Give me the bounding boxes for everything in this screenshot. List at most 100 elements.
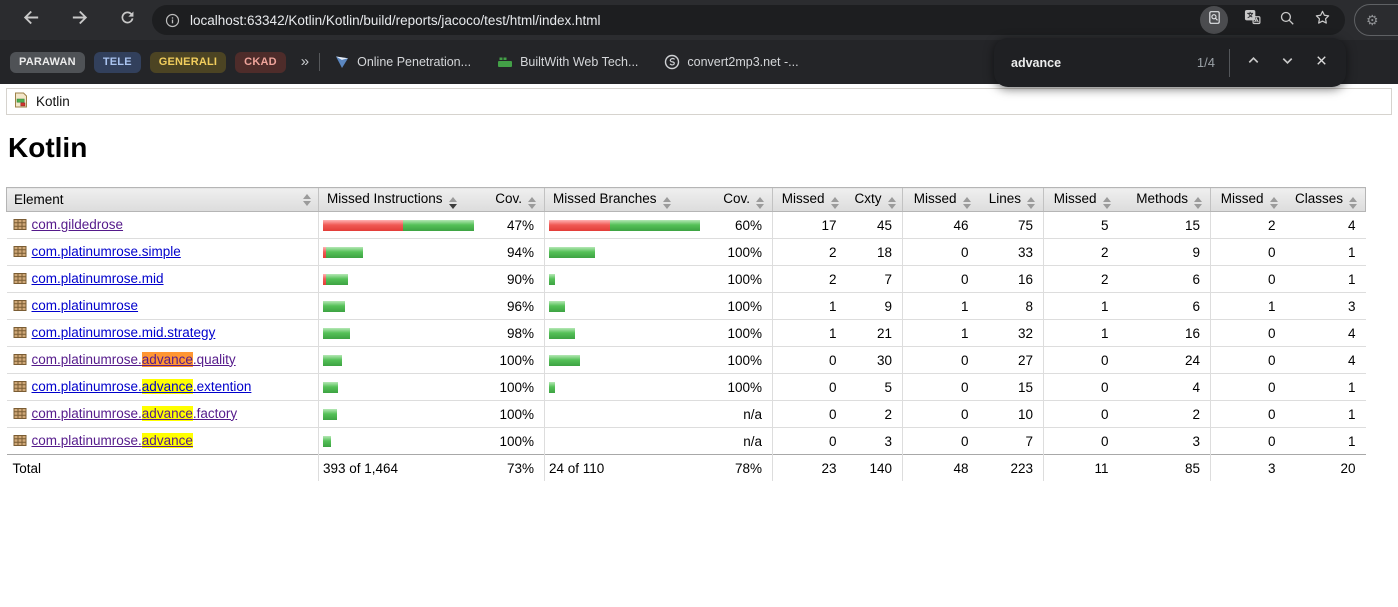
builtwith-blocks-icon (497, 54, 513, 70)
missed-classes-cell: 0 (1210, 373, 1286, 401)
package-link[interactable]: com.platinumrose.advance.extention (31, 378, 252, 394)
cxty-cell: 21 (846, 319, 903, 347)
info-icon[interactable] (165, 13, 180, 28)
covered-bar-segment (549, 382, 555, 394)
url-text[interactable]: localhost:63342/Kotlin/Kotlin/build/repo… (190, 12, 601, 28)
missed-lines-cell: 0 (902, 346, 979, 374)
classes-cell: 4 (1285, 319, 1366, 347)
covered-bar-segment (323, 355, 342, 367)
classes-cell: 4 (1285, 211, 1366, 239)
bookmark-item[interactable]: Online Penetration... (334, 54, 471, 70)
table-row: com.gildedrose 47% 60% 17 45 46 75 5 15 2 4 (6, 211, 1366, 239)
find-in-page-button[interactable] (1200, 6, 1228, 34)
package-link[interactable]: com.platinumrose.mid.strategy (31, 324, 216, 340)
column-header-label: Missed (913, 190, 957, 206)
column-header-cxty[interactable]: Cxty (846, 187, 903, 212)
tab-group-chip[interactable]: GENERALI (149, 51, 227, 73)
coverage-bar (549, 355, 580, 367)
column-header-missed[interactable]: Missed (1210, 187, 1286, 212)
sort-arrows-icon (303, 194, 311, 206)
coverage-bar (549, 220, 700, 232)
browser-toolbar: localhost:63342/Kotlin/Kotlin/build/repo… (0, 0, 1398, 40)
bookmark-item[interactable]: BuiltWith Web Tech... (497, 54, 638, 70)
forward-icon (70, 8, 89, 32)
column-header-methods[interactable]: Methods (1118, 187, 1211, 212)
missed-lines-cell: 0 (902, 238, 979, 266)
missed-classes-cell: 0 (1210, 265, 1286, 293)
coverage-bar (549, 382, 555, 394)
package-link[interactable]: com.platinumrose (31, 297, 139, 313)
bookmark-label: BuiltWith Web Tech... (520, 55, 639, 69)
covered-bar-segment (326, 274, 348, 286)
column-header-lines[interactable]: Lines (978, 187, 1044, 212)
sort-arrows-icon (1027, 196, 1035, 209)
reload-button[interactable] (116, 9, 138, 31)
column-header-label: Cxty (854, 190, 882, 206)
covered-bar-segment (549, 355, 580, 367)
package-icon (13, 245, 27, 261)
column-header-missed[interactable]: Missed (902, 187, 979, 212)
table-header-row: Element Missed Instructions Cov. Missed Bra… (6, 187, 1366, 212)
translate-button[interactable] (1241, 9, 1263, 31)
bookmark-star-button[interactable] (1311, 9, 1333, 31)
column-header-missed-instructions[interactable]: Missed Instructions (318, 187, 481, 212)
missed-methods-cell: 2 (1043, 265, 1119, 293)
package-link[interactable]: com.platinumrose.simple (31, 243, 181, 259)
methods-cell: 6 (1118, 292, 1211, 320)
element-cell: com.gildedrose (6, 211, 319, 239)
zoom-button[interactable] (1276, 9, 1298, 31)
package-link[interactable]: com.platinumrose.advance.factory (31, 405, 238, 421)
breadcrumb-label[interactable]: Kotlin (36, 94, 70, 109)
package-link[interactable]: com.platinumrose.advance (31, 432, 193, 448)
missed-cxty-cell: 1 (772, 292, 847, 320)
column-header-missed-branches[interactable]: Missed Branches (544, 187, 707, 212)
find-query-input[interactable]: advance (1011, 55, 1062, 70)
column-header-classes[interactable]: Classes (1285, 187, 1366, 212)
back-button[interactable] (20, 9, 42, 31)
sort-arrows-icon (528, 196, 536, 209)
bookmarks-overflow-chevron-icon[interactable]: » (300, 52, 310, 70)
column-header-missed[interactable]: Missed (1043, 187, 1119, 212)
element-cell: com.platinumrose.advance (7, 428, 319, 455)
cxty-cell: 7 (846, 265, 903, 293)
reload-icon (119, 9, 136, 31)
total-label: Total (6, 454, 319, 481)
package-link[interactable]: com.platinumrose.mid (31, 270, 164, 286)
find-bar[interactable]: advance 1/4 (994, 38, 1346, 87)
profile-button[interactable]: ⚙ (1354, 4, 1398, 36)
bookmark-item[interactable]: convert2mp3.net -... (664, 54, 799, 70)
find-previous-button[interactable] (1236, 46, 1270, 80)
missed-bar-segment (549, 220, 610, 232)
methods-cell: 16 (1118, 319, 1211, 347)
missed-instructions-cell (318, 427, 481, 455)
tab-group-chip[interactable]: TELE (93, 51, 141, 73)
find-close-button[interactable] (1304, 46, 1338, 80)
missed-cxty-cell: 0 (772, 400, 847, 428)
sort-arrows-icon (662, 196, 671, 209)
forward-button[interactable] (68, 9, 90, 31)
instruction-coverage-cell: 96% (480, 292, 545, 320)
column-header-label: Missed (1053, 190, 1097, 206)
column-header-label: Missed (781, 190, 825, 206)
sort-arrows-icon (1269, 196, 1278, 209)
url-bar[interactable]: localhost:63342/Kotlin/Kotlin/build/repo… (152, 5, 1345, 35)
column-header-element[interactable]: Element (6, 187, 319, 212)
find-in-page-icon (1207, 10, 1222, 30)
coverage-bar (323, 436, 331, 448)
column-header-missed[interactable]: Missed (772, 187, 847, 212)
missed-bar-segment (323, 220, 403, 232)
find-next-button[interactable] (1270, 46, 1304, 80)
column-header-cov[interactable]: Cov. (706, 187, 773, 212)
column-header-cov[interactable]: Cov. (480, 187, 545, 212)
tab-group-chip[interactable]: PARAWAN (10, 51, 85, 73)
package-link[interactable]: com.gildedrose (31, 216, 124, 232)
tab-group-chip[interactable]: CKAD (235, 51, 286, 73)
find-bar-divider (1229, 48, 1230, 77)
covered-bar-segment (610, 220, 700, 232)
package-link[interactable]: com.platinumrose.advance.quality (31, 351, 236, 367)
element-cell: com.platinumrose.advance.extention (6, 373, 319, 401)
element-cell: com.platinumrose.advance.quality (6, 346, 319, 374)
bookmarks-divider (319, 53, 321, 71)
column-header-label: Classes (1294, 190, 1343, 206)
methods-cell: 15 (1118, 211, 1211, 239)
